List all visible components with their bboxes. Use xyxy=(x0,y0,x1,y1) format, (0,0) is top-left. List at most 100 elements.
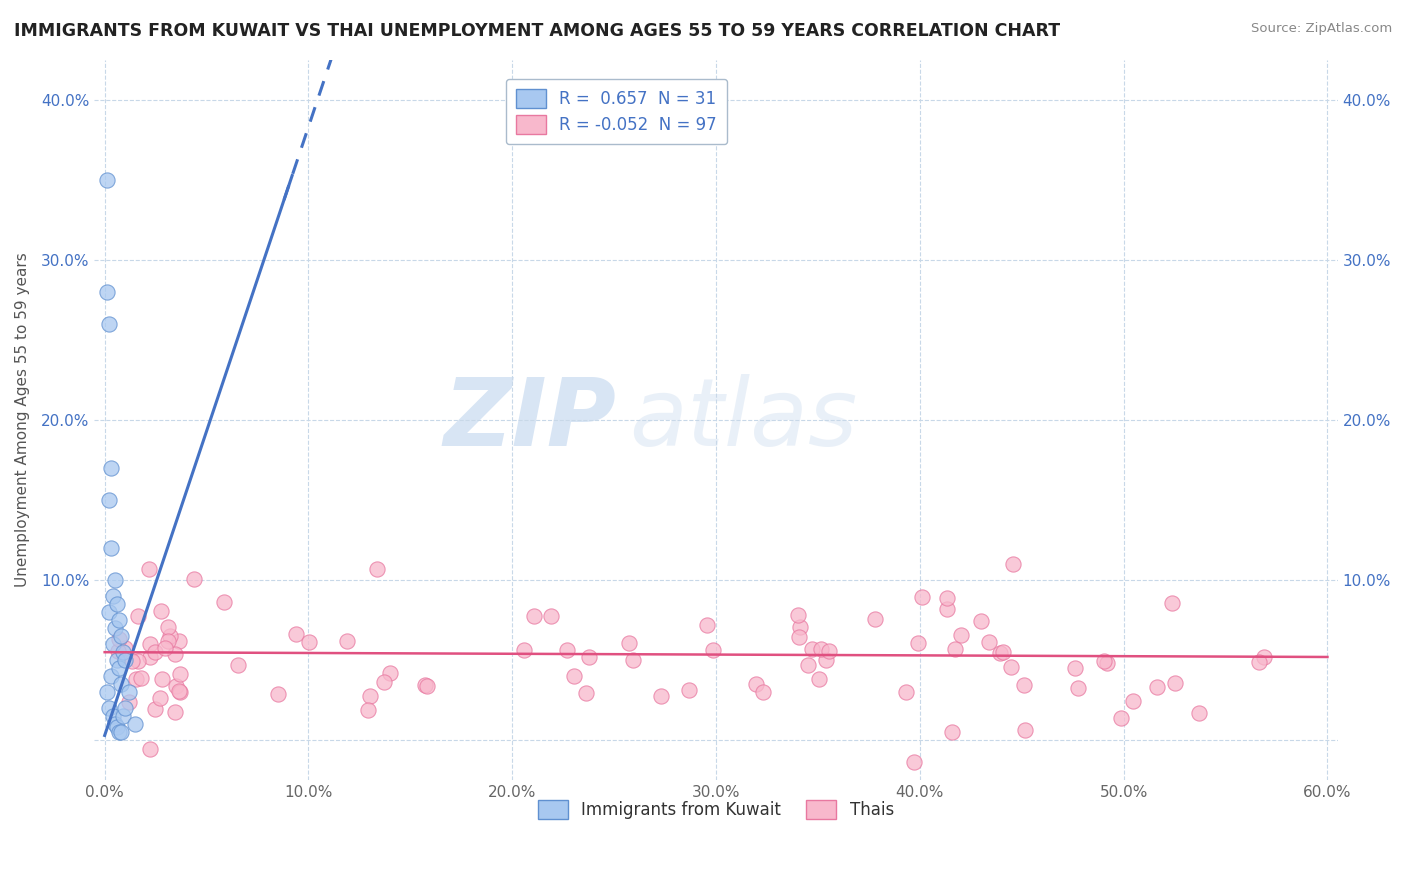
Point xyxy=(808,673,831,687)
Point xyxy=(797,657,820,672)
Point xyxy=(678,683,700,698)
Point xyxy=(977,635,1000,649)
Point xyxy=(1109,711,1132,725)
Point xyxy=(111,645,134,659)
Text: ZIP: ZIP xyxy=(444,374,617,466)
Point xyxy=(935,591,957,605)
Point xyxy=(752,685,775,699)
Point xyxy=(578,649,600,664)
Point xyxy=(523,609,546,624)
Point xyxy=(108,725,131,739)
Point xyxy=(810,641,832,656)
Point xyxy=(100,541,122,555)
Point xyxy=(284,627,307,641)
Point xyxy=(105,597,128,611)
Y-axis label: Unemployment Among Ages 55 to 59 years: Unemployment Among Ages 55 to 59 years xyxy=(15,252,30,587)
Point xyxy=(127,654,149,668)
Point xyxy=(575,686,598,700)
Point xyxy=(138,562,160,576)
Point xyxy=(150,604,173,618)
Point xyxy=(744,677,766,691)
Text: Source: ZipAtlas.com: Source: ZipAtlas.com xyxy=(1251,22,1392,36)
Point xyxy=(104,573,127,587)
Point xyxy=(863,612,886,626)
Point xyxy=(702,643,724,657)
Point xyxy=(127,608,149,623)
Point xyxy=(1160,596,1182,610)
Point xyxy=(814,653,837,667)
Point xyxy=(167,634,190,648)
Text: IMMIGRANTS FROM KUWAIT VS THAI UNEMPLOYMENT AMONG AGES 55 TO 59 YEARS CORRELATIO: IMMIGRANTS FROM KUWAIT VS THAI UNEMPLOYM… xyxy=(14,22,1060,40)
Point xyxy=(104,621,127,635)
Point xyxy=(1146,680,1168,694)
Point xyxy=(1014,723,1036,737)
Point xyxy=(107,632,129,647)
Point xyxy=(993,645,1015,659)
Point xyxy=(903,755,925,769)
Point xyxy=(1012,678,1035,692)
Point xyxy=(555,643,578,657)
Point xyxy=(800,641,823,656)
Point xyxy=(111,709,134,723)
Point xyxy=(138,742,160,756)
Point xyxy=(101,637,124,651)
Point xyxy=(1067,681,1090,695)
Point xyxy=(143,645,166,659)
Point xyxy=(943,641,966,656)
Point xyxy=(107,644,129,658)
Point xyxy=(1001,557,1024,571)
Point xyxy=(415,678,437,692)
Point xyxy=(373,674,395,689)
Point xyxy=(1122,694,1144,708)
Point xyxy=(183,573,205,587)
Point xyxy=(139,650,162,665)
Point xyxy=(96,685,118,699)
Point xyxy=(949,628,972,642)
Point xyxy=(110,725,132,739)
Point xyxy=(1064,661,1087,675)
Point xyxy=(163,706,186,720)
Point xyxy=(818,644,841,658)
Point xyxy=(787,631,810,645)
Point xyxy=(540,609,562,624)
Point xyxy=(129,671,152,685)
Point xyxy=(1000,660,1022,674)
Point xyxy=(97,317,120,331)
Point xyxy=(155,640,177,655)
Point xyxy=(1247,655,1270,669)
Point xyxy=(96,285,118,299)
Point xyxy=(1095,657,1118,671)
Point xyxy=(159,629,181,643)
Point xyxy=(97,493,120,508)
Point xyxy=(1164,676,1187,690)
Point xyxy=(894,684,917,698)
Point xyxy=(378,665,401,680)
Point xyxy=(100,669,122,683)
Point xyxy=(169,667,191,681)
Point xyxy=(114,640,136,655)
Point xyxy=(108,613,131,627)
Point xyxy=(96,172,118,186)
Point xyxy=(212,595,235,609)
Point xyxy=(156,633,179,648)
Point xyxy=(650,689,672,703)
Point xyxy=(1094,655,1116,669)
Point xyxy=(267,687,290,701)
Point xyxy=(562,669,585,683)
Point xyxy=(786,607,808,622)
Point xyxy=(139,637,162,651)
Point xyxy=(105,721,128,735)
Point xyxy=(1253,649,1275,664)
Point xyxy=(165,647,187,661)
Point xyxy=(357,703,380,717)
Point xyxy=(104,717,127,731)
Point xyxy=(941,725,963,739)
Point xyxy=(513,642,536,657)
Point xyxy=(110,629,132,643)
Point xyxy=(789,620,811,634)
Point xyxy=(416,679,439,693)
Point xyxy=(110,677,132,691)
Point xyxy=(149,691,172,706)
Point xyxy=(617,636,640,650)
Legend: Immigrants from Kuwait, Thais: Immigrants from Kuwait, Thais xyxy=(531,794,901,826)
